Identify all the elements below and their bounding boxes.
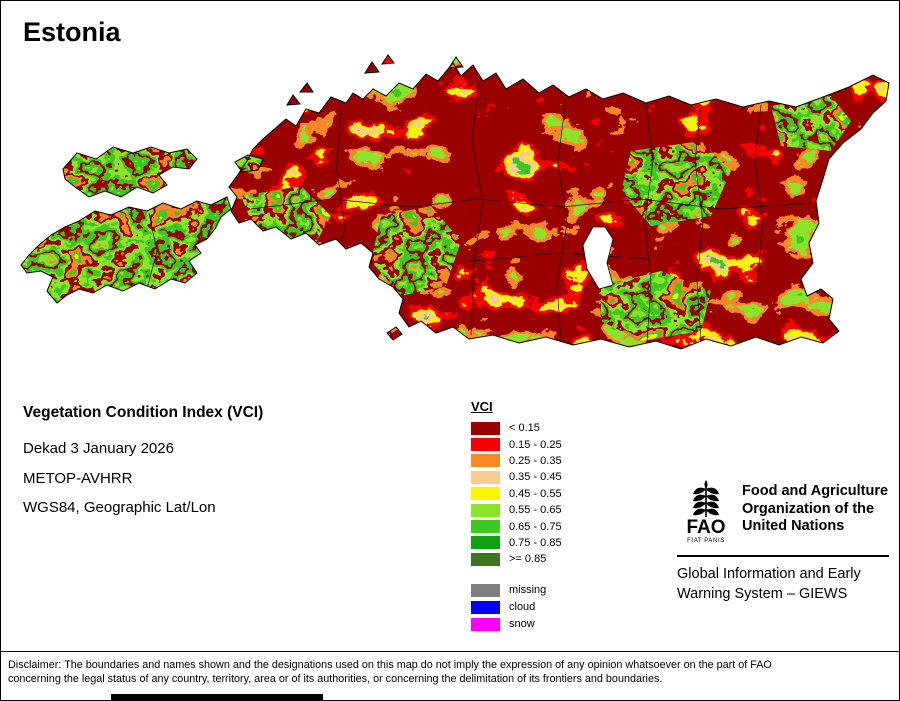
legend-item: < 0.15 [471,420,562,436]
legend-swatch [471,470,500,484]
legend-item: 0.65 - 0.75 [471,518,562,534]
coastline-outlines [20,54,890,350]
fao-logo-text: FAO [686,517,725,538]
legend-item: 0.35 - 0.45 [471,469,562,485]
legend-item: 0.25 - 0.35 [471,453,562,469]
legend-item: missing [471,582,562,599]
disclaimer-text: Disclaimer: The boundaries and names sho… [8,659,772,685]
saaremaa-path [20,196,232,304]
legend-label: 0.25 - 0.35 [509,454,562,467]
wheat-ear-icon [693,480,719,517]
fao-logo-motto: FIAT PANIS [687,538,725,544]
legend-swatch [471,421,500,435]
legend-swatch [471,503,500,517]
legend-swatch [471,600,500,614]
legend-label: snow [509,618,535,631]
coastal-islets [286,54,464,341]
mainland-raster [229,55,889,349]
legend-title: VCI [471,399,493,414]
legend-label: 0.75 - 0.85 [509,536,562,549]
fao-logo: FAO FIAT PANIS [686,480,726,544]
legend-swatch [471,454,500,468]
hiiumaa-path [62,146,198,198]
legend-swatch [471,520,500,534]
legend-item: 0.45 - 0.55 [471,486,562,502]
vormsi-path [234,154,264,173]
legend-label: missing [509,584,547,597]
footer-divider [1,651,899,652]
vci-legend: VCI < 0.15 0.15 - 0.25 0.25 - 0.35 0.35 - 0… [471,399,562,633]
legend-swatch [471,536,500,550]
legend-label: >= 0.85 [509,553,547,566]
map-info-heading: Vegetation Condition Index (VCI) [23,404,264,421]
legend-label: < 0.15 [509,422,540,435]
legend-item: 0.15 - 0.25 [471,436,562,452]
county-boundaries [250,82,818,344]
legend-item: 0.75 - 0.85 [471,535,562,551]
fao-org-name: Food and Agriculture Organization of the… [742,483,889,534]
legend-swatch [471,552,500,566]
legend-label: 0.45 - 0.55 [509,487,562,500]
legend-swatch [471,617,500,631]
legend-swatch [471,438,500,452]
legend-item: 0.55 - 0.65 [471,502,562,518]
legend-item: cloud [471,599,562,616]
legend-item: snow [471,616,562,633]
legend-label: cloud [509,601,536,614]
legend-classes: < 0.15 0.15 - 0.25 0.25 - 0.35 0.35 - 0.45 0… [471,420,562,568]
legend-label: 0.35 - 0.45 [509,471,562,484]
legend-label: 0.15 - 0.25 [509,438,562,451]
legend-item: >= 0.85 [471,551,562,567]
legend-extras: missing cloud snow [471,582,562,633]
giews-program-name: Global Information and Early Warning Sys… [677,566,861,602]
bottom-partial-bar [111,694,323,700]
projection-line: WGS84, Geographic Lat/Lon [23,499,216,516]
legend-label: 0.55 - 0.65 [509,504,562,517]
fao-divider [677,555,889,557]
legend-swatch [471,583,500,597]
page-title: Estonia [23,17,121,47]
lake-vortsjarv [582,226,614,290]
legend-swatch [471,487,500,501]
map-date-line: Dekad 3 January 2026 [23,440,174,457]
mainland-path [228,62,890,350]
sensor-line: METOP-AVHRR [23,470,133,487]
legend-label: 0.65 - 0.75 [509,520,562,533]
islands-raster [21,147,263,303]
